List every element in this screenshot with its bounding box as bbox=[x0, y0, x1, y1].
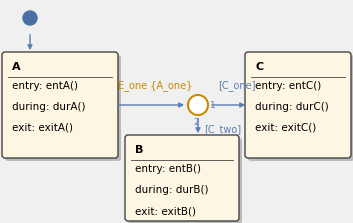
Circle shape bbox=[23, 11, 37, 25]
Text: entry: entB(): entry: entB() bbox=[135, 164, 201, 174]
Text: during: durA(): during: durA() bbox=[12, 102, 85, 112]
Circle shape bbox=[188, 95, 208, 115]
Text: exit: exitB(): exit: exitB() bbox=[135, 206, 196, 216]
FancyBboxPatch shape bbox=[125, 135, 239, 221]
Text: B: B bbox=[135, 145, 143, 155]
FancyBboxPatch shape bbox=[245, 52, 351, 158]
FancyBboxPatch shape bbox=[2, 52, 118, 158]
Text: during: durC(): during: durC() bbox=[255, 102, 329, 112]
Text: 2: 2 bbox=[193, 118, 199, 127]
Text: [C_one]: [C_one] bbox=[218, 80, 256, 91]
FancyBboxPatch shape bbox=[5, 55, 121, 161]
Text: exit: exitC(): exit: exitC() bbox=[255, 123, 316, 133]
Text: E_one {A_one}: E_one {A_one} bbox=[118, 80, 192, 91]
FancyBboxPatch shape bbox=[248, 55, 353, 161]
Text: A: A bbox=[12, 62, 20, 72]
Text: entry: entA(): entry: entA() bbox=[12, 81, 78, 91]
Text: entry: entC(): entry: entC() bbox=[255, 81, 321, 91]
Text: 1: 1 bbox=[210, 101, 216, 110]
Text: [C_two]: [C_two] bbox=[204, 124, 241, 135]
FancyBboxPatch shape bbox=[128, 138, 242, 223]
Text: during: durB(): during: durB() bbox=[135, 185, 209, 195]
Text: C: C bbox=[255, 62, 263, 72]
Text: exit: exitA(): exit: exitA() bbox=[12, 123, 73, 133]
